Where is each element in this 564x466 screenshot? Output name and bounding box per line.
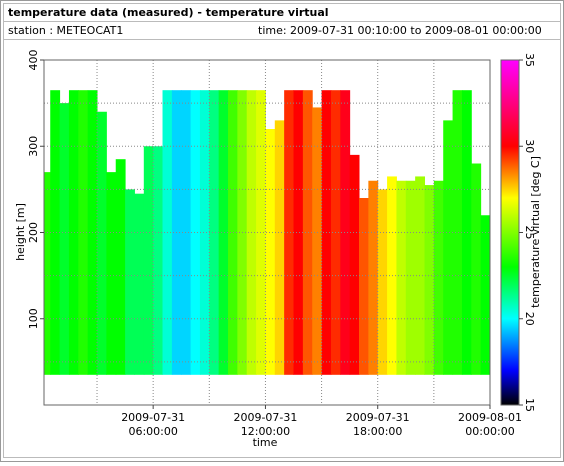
colorbar-tick-label: 25 xyxy=(523,226,536,240)
heat-column xyxy=(452,90,463,375)
colorbar-tick-label: 20 xyxy=(523,312,536,326)
heat-column xyxy=(106,172,117,375)
x-tick-label: 12:00:00 xyxy=(241,425,290,438)
station: station : METEOCAT1 xyxy=(8,24,123,37)
x-tick-label: 18:00:00 xyxy=(353,425,402,438)
x-axis-label: time xyxy=(253,436,278,449)
heat-column xyxy=(368,180,379,375)
heat-column xyxy=(68,90,79,375)
heat-column xyxy=(284,90,295,375)
heat-column xyxy=(199,90,210,375)
y-tick-label: 100 xyxy=(27,308,40,329)
x-tick-label: 2009-07-31 xyxy=(346,411,410,424)
colorbar-tick-label: 35 xyxy=(523,53,536,67)
y-axis-label: height [m] xyxy=(14,203,27,261)
heat-column xyxy=(115,159,126,375)
colorbar xyxy=(500,59,520,406)
y-tick-label: 200 xyxy=(27,222,40,243)
y-tick-label: 300 xyxy=(27,136,40,157)
period: time: 2009-07-31 00:10:00 to 2009-08-01 … xyxy=(258,24,542,37)
heat-column xyxy=(134,193,145,375)
heat-column xyxy=(340,90,351,375)
heat-column xyxy=(209,90,220,375)
heat-column xyxy=(44,172,51,375)
heat-column xyxy=(125,189,135,375)
colorbar-label: temperature virtual [deg C] xyxy=(529,156,542,308)
title: temperature data (measured) - temperatur… xyxy=(8,6,329,19)
heat-column xyxy=(396,180,407,375)
heat-column xyxy=(349,154,360,375)
x-tick-label: 2009-07-31 xyxy=(121,411,185,424)
heat-column xyxy=(181,90,192,375)
x-tick-label: 2009-07-31 xyxy=(233,411,297,424)
heat-column xyxy=(97,111,107,375)
heat-column xyxy=(312,107,323,375)
heat-column xyxy=(302,90,313,375)
heat-column xyxy=(190,90,201,375)
heat-column xyxy=(443,120,454,375)
heat-column xyxy=(433,180,444,375)
heat-column xyxy=(59,103,70,375)
heat-column xyxy=(359,198,369,375)
y-tick-label: 400 xyxy=(27,50,40,71)
heat-column xyxy=(50,90,61,375)
colorbar-tick-label: 30 xyxy=(523,139,536,153)
heat-column xyxy=(471,163,482,375)
x-tick-label: 00:00:00 xyxy=(465,425,514,438)
heat-column xyxy=(480,215,491,375)
colorbar-tick-label: 15 xyxy=(523,398,536,412)
heat-column xyxy=(405,180,416,375)
heat-column xyxy=(256,90,266,375)
heat-column xyxy=(293,90,304,375)
heat-column xyxy=(415,176,426,375)
heat-column xyxy=(153,146,164,375)
heat-column xyxy=(461,90,472,375)
heat-column xyxy=(265,129,276,375)
heat-column xyxy=(143,146,154,375)
heat-column xyxy=(274,120,285,375)
heat-column xyxy=(377,189,388,375)
x-tick-label: 2009-08-01 xyxy=(458,411,522,424)
x-tick-label: 06:00:00 xyxy=(128,425,177,438)
heat-column xyxy=(218,90,229,375)
heat-column xyxy=(228,90,238,375)
heat-column xyxy=(424,185,435,375)
